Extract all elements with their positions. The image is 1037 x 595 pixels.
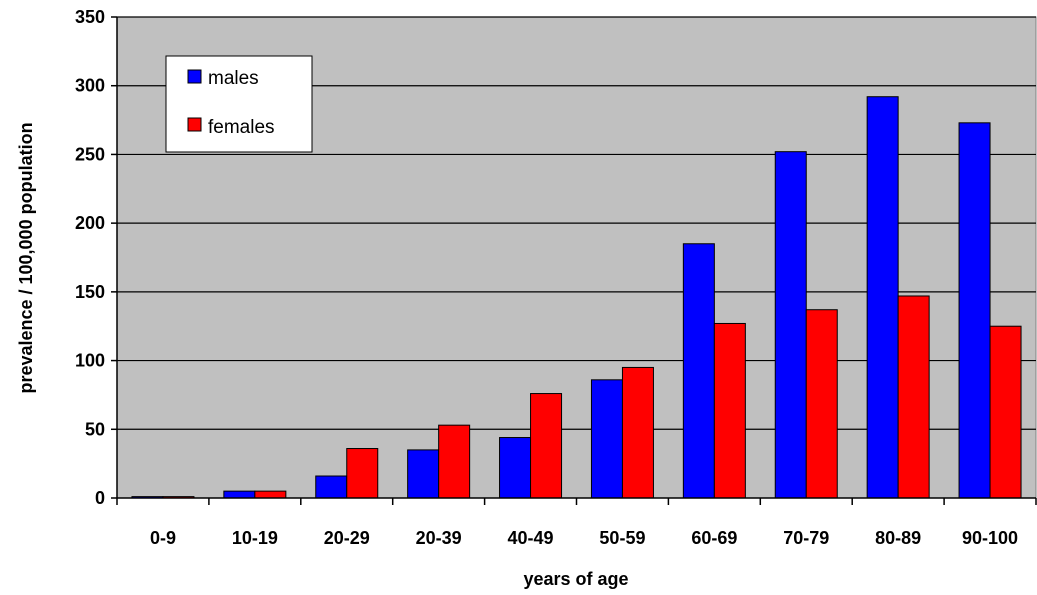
y-tick-label: 200 [75, 213, 105, 233]
x-tick-label: 10-19 [232, 528, 278, 548]
x-tick-label: 50-59 [599, 528, 645, 548]
y-tick-label: 350 [75, 7, 105, 27]
x-tick-label: 80-89 [875, 528, 921, 548]
legend-label-females: females [208, 117, 275, 138]
x-tick-labels: 0-9 10-19 20-29 20-39 40-49 50-59 60-69 70-79 80… [150, 528, 1018, 548]
y-axis-title: prevalence / 100,000 population [16, 122, 36, 393]
bar-females-40-49 [530, 393, 563, 499]
bar-males-80-89 [866, 96, 899, 499]
bar-females-60-69 [713, 322, 746, 499]
x-tick-label: 70-79 [783, 528, 829, 548]
legend-swatch-males [187, 69, 202, 84]
bar-females-10-19 [254, 490, 287, 499]
y-tick-labels: 0 50 100 150 200 250 300 350 [75, 7, 105, 508]
bar-females-20-29 [346, 448, 379, 499]
legend-swatch-females [187, 117, 202, 132]
bar-females-50-59 [621, 366, 654, 499]
x-tick-label: 90-100 [962, 528, 1018, 548]
y-tick-label: 0 [95, 488, 105, 508]
bar-males-90-100 [958, 122, 991, 499]
axes [111, 16, 1037, 505]
x-axis-title: years of age [523, 569, 628, 589]
bar-males-10-19 [223, 490, 256, 499]
y-tick-label: 50 [85, 419, 105, 439]
legend: males females [165, 55, 313, 153]
x-tick-label: 20-39 [416, 528, 462, 548]
bar-females-70-79 [805, 309, 838, 499]
bar-females-80-89 [897, 295, 930, 499]
bar-males-50-59 [590, 379, 623, 499]
bar-males-70-79 [774, 151, 807, 499]
bar-males-20-39 [407, 449, 440, 499]
x-tick-label: 20-29 [324, 528, 370, 548]
bar-males-20-29 [315, 475, 348, 499]
y-tick-label: 300 [75, 76, 105, 96]
legend-label-males: males [208, 68, 259, 89]
x-tick-label: 40-49 [508, 528, 554, 548]
y-tick-label: 250 [75, 144, 105, 164]
bar-females-20-39 [438, 424, 471, 499]
x-tick-label: 0-9 [150, 528, 176, 548]
bar-males-60-69 [682, 243, 715, 499]
bar-females-90-100 [989, 325, 1022, 499]
bars [131, 96, 1022, 499]
y-tick-label: 100 [75, 351, 105, 371]
bar-males-40-49 [499, 437, 532, 499]
y-tick-label: 150 [75, 282, 105, 302]
x-tick-label: 60-69 [691, 528, 737, 548]
